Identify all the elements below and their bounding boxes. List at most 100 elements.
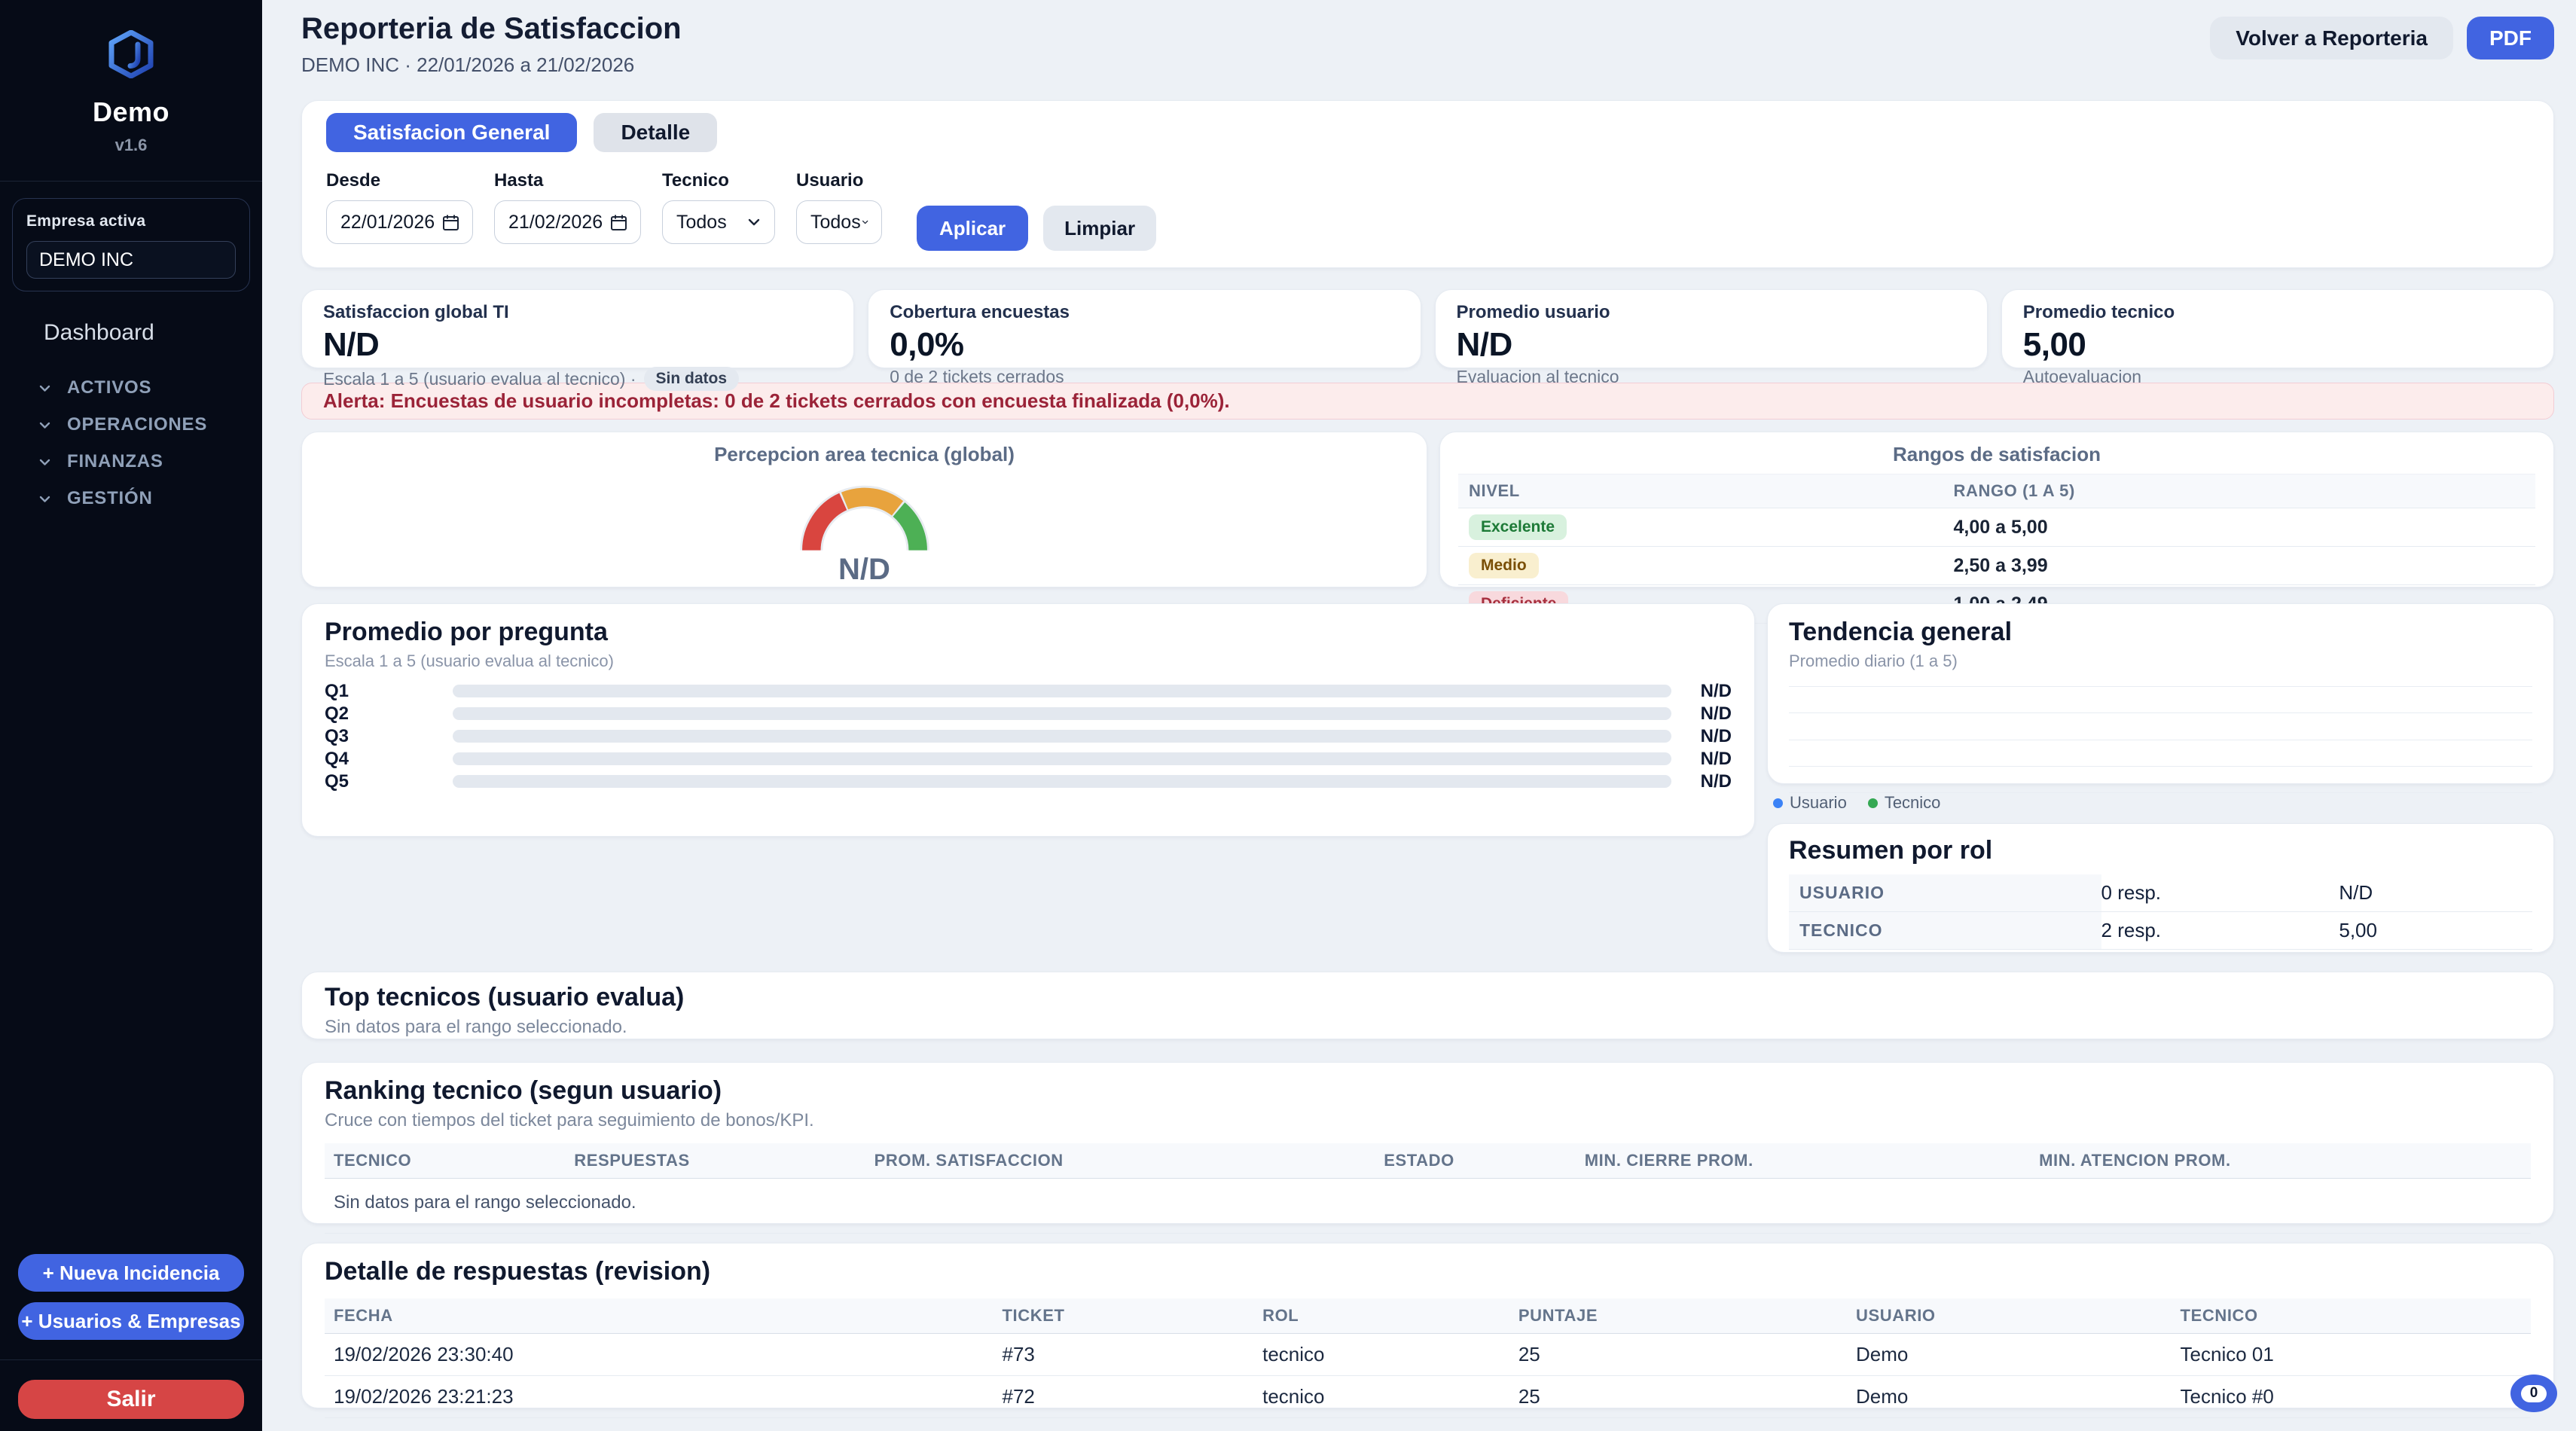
bar-value: N/D <box>1700 770 1732 792</box>
section-title: Detalle de respuestas (revision) <box>325 1257 711 1286</box>
range-value: 2,50 a 3,99 <box>1943 546 2535 585</box>
section-title: Promedio por pregunta <box>325 618 608 646</box>
kpi-value: N/D <box>1456 326 1513 363</box>
pdf-button[interactable]: PDF <box>2467 17 2554 59</box>
field-usuario: Usuario Todos <box>796 170 882 244</box>
kpi-card-cobertura: Cobertura encuestas 0,0% 0 de 2 tickets … <box>868 289 1421 386</box>
table-row: Sin datos para el rango seleccionado. <box>325 1178 2531 1234</box>
sidebar: Demo v1.6 Empresa activa Dashboard ACTIV… <box>0 0 262 1431</box>
grid-line <box>1789 712 2532 714</box>
cell-tecnico: Tecnico 01 <box>2171 1333 2531 1376</box>
table-header-row: FECHA TICKET ROL PUNTAJE USUARIO TECNICO <box>325 1298 2531 1334</box>
clear-button[interactable]: Limpiar <box>1043 206 1157 251</box>
chevron-down-icon <box>748 218 760 226</box>
charts-row: Promedio por pregunta Escala 1 a 5 (usua… <box>301 603 2554 953</box>
chat-fab-button[interactable]: 0 <box>2510 1375 2557 1412</box>
kpi-sub-text: Escala 1 a 5 (usuario evalua al tecnico)… <box>323 368 636 389</box>
bar-value: N/D <box>1700 725 1732 746</box>
field-label: Desde <box>326 170 381 191</box>
tab-satisfaccion-general[interactable]: Satisfacion General <box>326 113 578 152</box>
users-companies-button[interactable]: + Usuarios & Empresas <box>18 1302 244 1340</box>
field-desde: Desde 22/01/2026 <box>326 170 473 244</box>
company-input[interactable] <box>26 241 236 279</box>
field-label: Hasta <box>494 170 544 191</box>
apply-button[interactable]: Aplicar <box>917 206 1029 251</box>
column-header: TICKET <box>993 1298 1254 1334</box>
gauge-value: N/D <box>838 553 890 586</box>
filter-fields: Desde 22/01/2026 Hasta 21/02/2026 <box>326 170 2529 251</box>
kpi-value: N/D <box>323 326 380 363</box>
role-responses: 0 resp. <box>2101 874 2339 912</box>
no-data-badge: Sin datos <box>643 367 740 391</box>
page-header: Reporteria de Satisfaccion DEMO INC · 22… <box>301 12 2554 77</box>
usuario-select[interactable]: Todos <box>796 200 882 244</box>
role-summary-card: Resumen por rol USUARIO 0 resp. N/D TECN… <box>1767 823 2554 953</box>
ranking-card: Ranking tecnico (segun usuario) Cruce co… <box>301 1062 2554 1234</box>
desde-date-input[interactable]: 22/01/2026 <box>326 200 473 244</box>
column-header: RANGO (1 A 5) <box>1943 474 2535 508</box>
cell-tecnico: Tecnico #0 <box>2171 1375 2531 1418</box>
kpi-value: 0,0% <box>890 326 964 363</box>
bar-track <box>453 752 1671 765</box>
table-row: Medio 2,50 a 3,99 <box>1458 546 2535 585</box>
cell-usuario: Demo <box>1846 1333 2172 1376</box>
gauge-segment-medio <box>841 487 903 516</box>
cell-puntaje: 25 <box>1509 1333 1847 1376</box>
logout-button[interactable]: Salir <box>18 1380 244 1419</box>
kpi-label: Cobertura encuestas <box>890 302 1070 322</box>
bar-value: N/D <box>1700 748 1732 769</box>
fab-count-badge: 0 <box>2521 1384 2547 1402</box>
kpi-label: Promedio tecnico <box>2022 302 2175 322</box>
sidebar-item-dashboard[interactable]: Dashboard <box>44 320 154 345</box>
bar-value: N/D <box>1700 680 1732 701</box>
new-incident-button[interactable]: + Nueva Incidencia <box>18 1254 244 1292</box>
chevron-down-icon <box>39 385 50 392</box>
sidebar-item-gestion[interactable]: GESTIÓN <box>38 488 262 508</box>
tab-detalle[interactable]: Detalle <box>594 113 718 152</box>
page-title: Reporteria de Satisfaccion <box>301 12 682 45</box>
grid-line <box>1789 765 2532 767</box>
sidebar-item-activos[interactable]: ACTIVOS <box>38 377 262 398</box>
question-bars-chart: Q1 N/D Q2 N/D Q3 N/D Q4 <box>325 681 1732 792</box>
table-row: 19/02/2026 23:30:40 #73 tecnico 25 Demo … <box>325 1333 2531 1376</box>
cell-rol: tecnico <box>1253 1375 1509 1418</box>
field-hasta: Hasta 21/02/2026 <box>494 170 641 244</box>
grid-line <box>1789 686 2532 687</box>
company-panel: Empresa activa <box>12 198 250 291</box>
kpi-card-promedio-tecnico: Promedio tecnico 5,00 Autoevaluacion <box>2001 289 2554 386</box>
field-label: Usuario <box>796 170 864 191</box>
filter-buttons: Aplicar Limpiar <box>917 206 1157 251</box>
tecnico-select[interactable]: Todos <box>662 200 775 244</box>
column-header: MIN. ATENCION PROM. <box>2030 1143 2531 1179</box>
kpi-card-promedio-usuario: Promedio usuario N/D Evaluacion al tecni… <box>1434 289 1988 386</box>
filter-tabs: Satisfacion General Detalle <box>326 113 2529 152</box>
column-header: MIN. CIERRE PROM. <box>1575 1143 2031 1179</box>
column-header: ROL <box>1253 1298 1509 1334</box>
column-header: TECNICO <box>325 1143 566 1179</box>
table-header-row: TECNICO RESPUESTAS PROM. SATISFACCION ES… <box>325 1143 2531 1179</box>
table-row: Excelente 4,00 a 5,00 <box>1458 508 2535 547</box>
kpi-label: Promedio usuario <box>1456 302 1610 322</box>
hasta-date-input[interactable]: 21/02/2026 <box>494 200 641 244</box>
legend-label: Tecnico <box>1884 793 1941 812</box>
trend-column: Tendencia general Promedio diario (1 a 5… <box>1767 603 2554 953</box>
sidebar-item-operaciones[interactable]: OPERACIONES <box>38 414 262 435</box>
bar-value: N/D <box>1700 703 1732 724</box>
bar-row-q5: Q5 N/D <box>325 771 1732 792</box>
detail-table: FECHA TICKET ROL PUNTAJE USUARIO TECNICO… <box>325 1298 2531 1418</box>
column-header: RESPUESTAS <box>565 1143 865 1179</box>
column-header: FECHA <box>325 1298 993 1334</box>
sidebar-item-finanzas[interactable]: FINANZAS <box>38 451 262 471</box>
role-average: N/D <box>2339 874 2532 912</box>
empty-state-text: Sin datos para el rango seleccionado. <box>325 1017 627 1037</box>
section-subtitle: Escala 1 a 5 (usuario evalua al tecnico) <box>325 651 614 670</box>
back-to-reports-button[interactable]: Volver a Reporteria <box>2210 17 2453 59</box>
sidebar-item-label: GESTIÓN <box>67 488 153 508</box>
alert-banner: Alerta: Encuestas de usuario incompletas… <box>301 383 2554 420</box>
sidebar-menu: ACTIVOS OPERACIONES FINANZAS GESTIÓN <box>0 377 262 508</box>
section-title: Resumen por rol <box>1789 836 1993 865</box>
kpi-label: Satisfaccion global TI <box>323 302 509 322</box>
role-name: TECNICO <box>1789 911 2101 950</box>
gauge-ranges-row: Percepcion area tecnica (global) N/D Ran… <box>301 432 2554 624</box>
column-header: PUNTAJE <box>1509 1298 1847 1334</box>
